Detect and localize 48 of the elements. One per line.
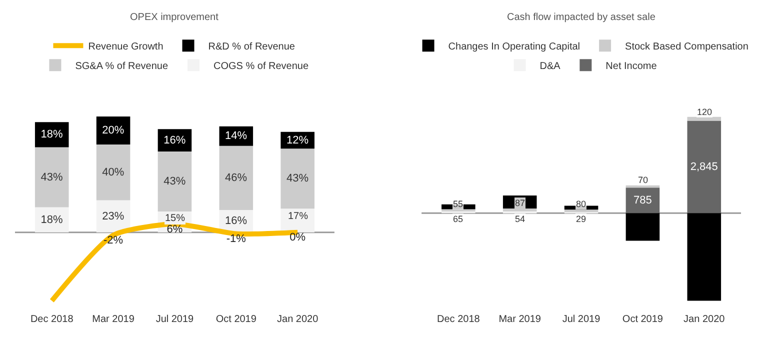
data-label: 65 xyxy=(453,214,464,224)
data-label: 2,845 xyxy=(690,160,718,173)
data-label: 20% xyxy=(102,124,124,137)
data-label: 14% xyxy=(225,130,248,142)
data-label: 785 xyxy=(634,194,652,206)
data-label: 18% xyxy=(40,128,63,141)
legend-label: Stock Based Compensation xyxy=(625,41,748,52)
x-tick-label: Jan 2020 xyxy=(684,314,726,325)
x-tick-label: Dec 2018 xyxy=(437,314,480,325)
data-label: 70 xyxy=(638,175,648,185)
x-tick-label: Mar 2019 xyxy=(498,314,542,325)
data-label: 16% xyxy=(225,215,248,228)
legend-label: Net Income xyxy=(606,61,658,72)
x-tick-label: Oct 2019 xyxy=(216,314,257,325)
legend-label: Revenue Growth xyxy=(88,41,164,52)
data-label: 46% xyxy=(225,172,248,184)
data-label: 43% xyxy=(164,175,186,188)
data-label: 16% xyxy=(164,134,186,146)
data-label: 0% xyxy=(290,232,306,244)
data-label: -1% xyxy=(226,233,246,246)
legend-label: SG&A % of Revenue xyxy=(75,61,168,72)
data-label: 6% xyxy=(166,223,183,236)
data-label: 43% xyxy=(40,171,63,184)
data-label: 15% xyxy=(165,213,186,224)
data-label: 12% xyxy=(286,134,309,146)
chart-title: OPEX improvement xyxy=(130,12,219,23)
x-tick-label: Jan 2020 xyxy=(277,314,319,325)
x-tick-label: Mar 2019 xyxy=(92,314,135,325)
data-label: 54 xyxy=(515,214,526,224)
data-label: 120 xyxy=(697,107,712,117)
x-tick-label: Jul 2019 xyxy=(156,314,194,325)
data-label: 40% xyxy=(102,166,124,178)
data-label: 55 xyxy=(453,199,464,209)
x-tick-label: Oct 2019 xyxy=(622,314,664,325)
data-label: 80 xyxy=(576,199,586,209)
chart-title: Cash flow impacted by asset sale xyxy=(507,12,656,23)
data-label: 23% xyxy=(102,210,124,222)
legend-label: D&A xyxy=(540,61,561,72)
data-label: 17% xyxy=(288,211,308,222)
legend-label: Changes In Operating Capital xyxy=(448,41,580,52)
x-tick-label: Dec 2018 xyxy=(30,314,74,325)
data-label: 18% xyxy=(40,214,63,226)
data-label: 43% xyxy=(286,172,309,185)
legend-label: COGS % of Revenue xyxy=(213,61,309,72)
data-label: 87 xyxy=(515,198,526,208)
legend-label: R&D % of Revenue xyxy=(208,41,296,52)
data-label: 29 xyxy=(576,214,586,224)
x-tick-label: Jul 2019 xyxy=(562,314,601,325)
